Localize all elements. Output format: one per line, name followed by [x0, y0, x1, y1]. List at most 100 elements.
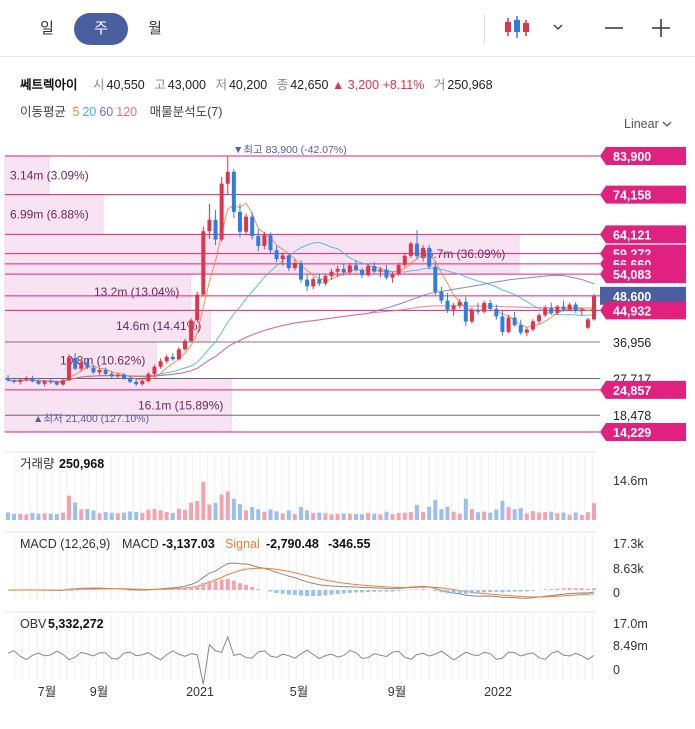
- macd-histogram-bar: [292, 590, 297, 595]
- price-level-tag: [600, 380, 686, 399]
- candle: [561, 306, 566, 310]
- macd-histogram-bar: [592, 588, 596, 590]
- candle: [567, 304, 572, 310]
- candle: [311, 279, 316, 287]
- volume-bar: [140, 512, 145, 520]
- price-level-label: 54,083: [613, 268, 651, 282]
- volume-profile-label: 3.14m (3.09%): [10, 168, 89, 182]
- macd-histogram-bar: [91, 589, 96, 590]
- candle: [347, 265, 352, 273]
- candle: [250, 216, 255, 237]
- current-price-label: 48,600: [613, 290, 651, 304]
- x-tick-label: 2022: [484, 685, 512, 699]
- zoom-in-button[interactable]: [647, 14, 675, 42]
- macd-histogram-bar: [445, 590, 450, 594]
- volume-bar: [317, 512, 322, 520]
- ma-legend[interactable]: 이동평균 5 20 60 120 매물분석도(7): [20, 101, 225, 120]
- candle: [6, 378, 10, 381]
- volume-profile-label: 36.7m (36.09%): [420, 247, 505, 261]
- candle: [537, 315, 542, 322]
- candle: [396, 264, 401, 275]
- volume-bar: [30, 512, 35, 520]
- volume-bar: [128, 511, 133, 520]
- candle: [12, 380, 17, 382]
- macd-histogram-bar: [469, 590, 474, 594]
- volume-bar: [384, 511, 389, 520]
- macd-histogram-bar: [189, 587, 194, 590]
- signal-line: [7, 567, 595, 598]
- candle: [500, 316, 505, 332]
- volume-bar: [170, 513, 175, 520]
- volume-profile-label: 6.99m (6.88%): [10, 207, 89, 221]
- macd-histogram-bar: [73, 589, 78, 590]
- volume-bar: [353, 513, 358, 520]
- volume-bar: [469, 509, 474, 520]
- volume-profile-bar: [4, 378, 232, 433]
- macd-axis-label: 0: [613, 586, 620, 600]
- tab-daily[interactable]: 일: [40, 20, 54, 37]
- macd-histogram-bar: [317, 590, 322, 596]
- volume-bar: [280, 513, 285, 520]
- price-level-tag: [600, 225, 686, 244]
- tab-monthly[interactable]: 월: [148, 20, 162, 37]
- volume-bar: [158, 510, 163, 520]
- zoom-out-button[interactable]: [600, 14, 628, 42]
- candle: [414, 243, 419, 257]
- macd-histogram-bar: [195, 585, 200, 590]
- volume-profile-label: 14.6m (14.41%): [116, 319, 201, 333]
- candle: [372, 266, 377, 272]
- volume-bar: [250, 507, 255, 520]
- candle: [427, 247, 432, 267]
- macd-value: -3,137.03: [162, 537, 215, 551]
- candle: [18, 379, 23, 382]
- volume-bar: [262, 511, 267, 520]
- macd-histogram-bar: [378, 590, 383, 592]
- x-tick-label: 2021: [186, 685, 214, 699]
- volume-bar: [274, 511, 279, 520]
- candle: [146, 373, 151, 382]
- price-level-label: 36,956: [613, 336, 651, 350]
- volume-bar: [256, 509, 261, 520]
- volume-bar: [329, 514, 334, 520]
- macd-histogram-bar: [390, 590, 395, 592]
- macd-histogram-bar: [323, 590, 328, 596]
- macd-histogram-bar: [219, 579, 224, 590]
- macd-histogram-bar: [140, 590, 145, 591]
- volume-bar: [451, 511, 456, 520]
- volume-axis-label: 14.6m: [613, 474, 648, 488]
- volume-bar: [219, 494, 224, 520]
- candle: [48, 381, 53, 383]
- volume-bar: [225, 491, 230, 520]
- tab-weekly[interactable]: 주: [74, 13, 128, 45]
- candle: [524, 329, 529, 333]
- candle: [402, 255, 407, 265]
- ma-60: 60: [99, 105, 114, 119]
- candle: [103, 369, 108, 374]
- volume-bar: [512, 509, 517, 520]
- volume-bar: [585, 512, 590, 520]
- volume-bar: [476, 512, 481, 520]
- volume-bar: [176, 508, 181, 520]
- chart-type-selector[interactable]: [500, 14, 570, 42]
- volume-bar: [518, 508, 523, 520]
- open-label: 시: [93, 78, 105, 92]
- candle: [439, 291, 444, 301]
- macd-histogram-bar: [280, 590, 285, 594]
- scale-selector[interactable]: Linear: [624, 117, 672, 131]
- candle: [54, 382, 59, 385]
- candle: [469, 310, 474, 322]
- x-tick-label: 9월: [90, 685, 108, 699]
- macd-histogram-bar: [170, 588, 175, 590]
- candle: [518, 325, 523, 333]
- price-level-tag: [600, 265, 686, 284]
- candle: [549, 307, 554, 313]
- quote-summary: 쎄트렉아이 시 40,550 고 43,000 저 40,200 종 42,650 ▲ …: [20, 74, 493, 93]
- candle: [512, 317, 517, 326]
- candle: [256, 236, 261, 246]
- candle: [506, 317, 511, 332]
- volume-bar: [341, 513, 346, 520]
- high-value: 43,000: [167, 78, 206, 92]
- candle: [494, 308, 499, 317]
- macd-histogram-bar: [463, 590, 468, 594]
